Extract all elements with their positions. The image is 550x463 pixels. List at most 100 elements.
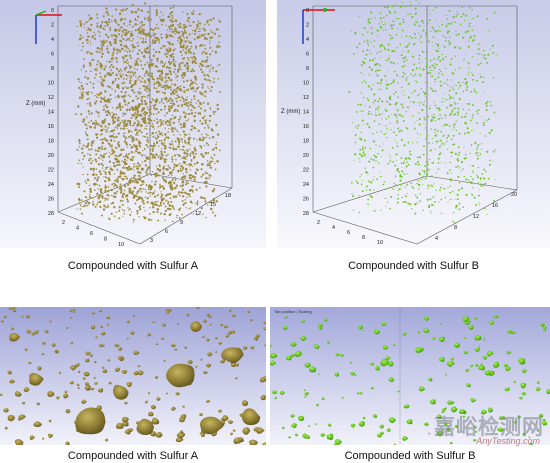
particle [106, 109, 110, 113]
particle [436, 431, 443, 437]
particle [106, 100, 109, 103]
particle [96, 203, 98, 206]
particle [175, 184, 178, 187]
particle [396, 142, 398, 144]
particle [211, 160, 214, 163]
particle [167, 86, 170, 89]
particle [135, 138, 138, 141]
x-tick-label: 8 [362, 235, 365, 241]
particle [479, 152, 481, 154]
particle [160, 123, 163, 126]
particle [189, 169, 192, 171]
particle [171, 30, 174, 34]
particle [84, 358, 90, 363]
particle [435, 189, 437, 191]
particle [201, 116, 205, 120]
particle [107, 13, 110, 16]
particle [104, 180, 107, 183]
particle [416, 196, 419, 199]
particle [78, 86, 81, 90]
particle [187, 16, 191, 20]
particle [137, 174, 141, 178]
particle [407, 173, 409, 175]
particle [388, 103, 391, 106]
particle [142, 135, 144, 137]
particle [140, 168, 143, 171]
particle [225, 334, 230, 338]
particle [492, 150, 495, 153]
particle [218, 90, 221, 93]
particle [113, 48, 116, 52]
particle [149, 195, 151, 197]
particle [366, 49, 369, 51]
particle [107, 186, 110, 188]
particle [203, 73, 206, 77]
particle [122, 215, 124, 217]
particle [171, 99, 174, 102]
y-tick-label: 4 [435, 236, 438, 242]
particle [118, 70, 121, 73]
particle [100, 124, 103, 128]
particle [486, 213, 488, 215]
particle [92, 197, 94, 199]
particle [109, 94, 112, 97]
particle [211, 50, 214, 52]
particle [213, 187, 216, 190]
particle [167, 107, 171, 111]
particle [465, 181, 467, 183]
particle [174, 68, 177, 71]
particle [92, 170, 95, 172]
particle [476, 15, 479, 18]
particle [104, 173, 107, 176]
particle [450, 61, 452, 63]
particle [418, 386, 426, 392]
particle [128, 39, 131, 42]
particle [479, 179, 481, 181]
particle [480, 148, 483, 150]
particle [392, 131, 395, 134]
particle [8, 307, 12, 310]
particle [155, 113, 158, 115]
particle [148, 44, 152, 47]
particle [386, 428, 391, 432]
particle [504, 387, 511, 392]
particle [109, 167, 113, 171]
particle [431, 175, 433, 177]
particle [201, 138, 204, 142]
particle [466, 383, 471, 388]
particle [377, 433, 383, 438]
particle [105, 105, 109, 109]
particle [108, 41, 111, 44]
particle [79, 203, 82, 206]
particle [155, 172, 158, 175]
particle [115, 113, 118, 116]
particle [184, 168, 187, 170]
particle [102, 27, 105, 30]
sulfur-a-3d-view: 0 2 4 6 8 10 12 14 16 18 20 22 24 26 28 Z (mm) 2 4 6 8 10 … [0, 0, 266, 248]
particle [175, 392, 180, 396]
particle [376, 62, 379, 65]
particle [437, 169, 439, 171]
particle [85, 127, 88, 130]
particle [111, 147, 113, 150]
particle [363, 139, 367, 142]
particle [144, 95, 146, 98]
particle [172, 59, 174, 61]
particle [107, 127, 110, 129]
particle [147, 218, 151, 221]
particle [170, 105, 173, 108]
particle [361, 147, 364, 150]
particle [89, 18, 92, 21]
particle [204, 38, 206, 40]
particle [448, 40, 450, 43]
x-tick-label: 10 [118, 242, 124, 248]
particle [407, 157, 410, 159]
particle [118, 12, 122, 16]
particle [132, 50, 134, 52]
particle [101, 366, 105, 369]
particle [358, 211, 361, 214]
particle [147, 333, 151, 337]
particle [145, 191, 148, 193]
particle [373, 154, 376, 157]
particle [208, 87, 210, 90]
